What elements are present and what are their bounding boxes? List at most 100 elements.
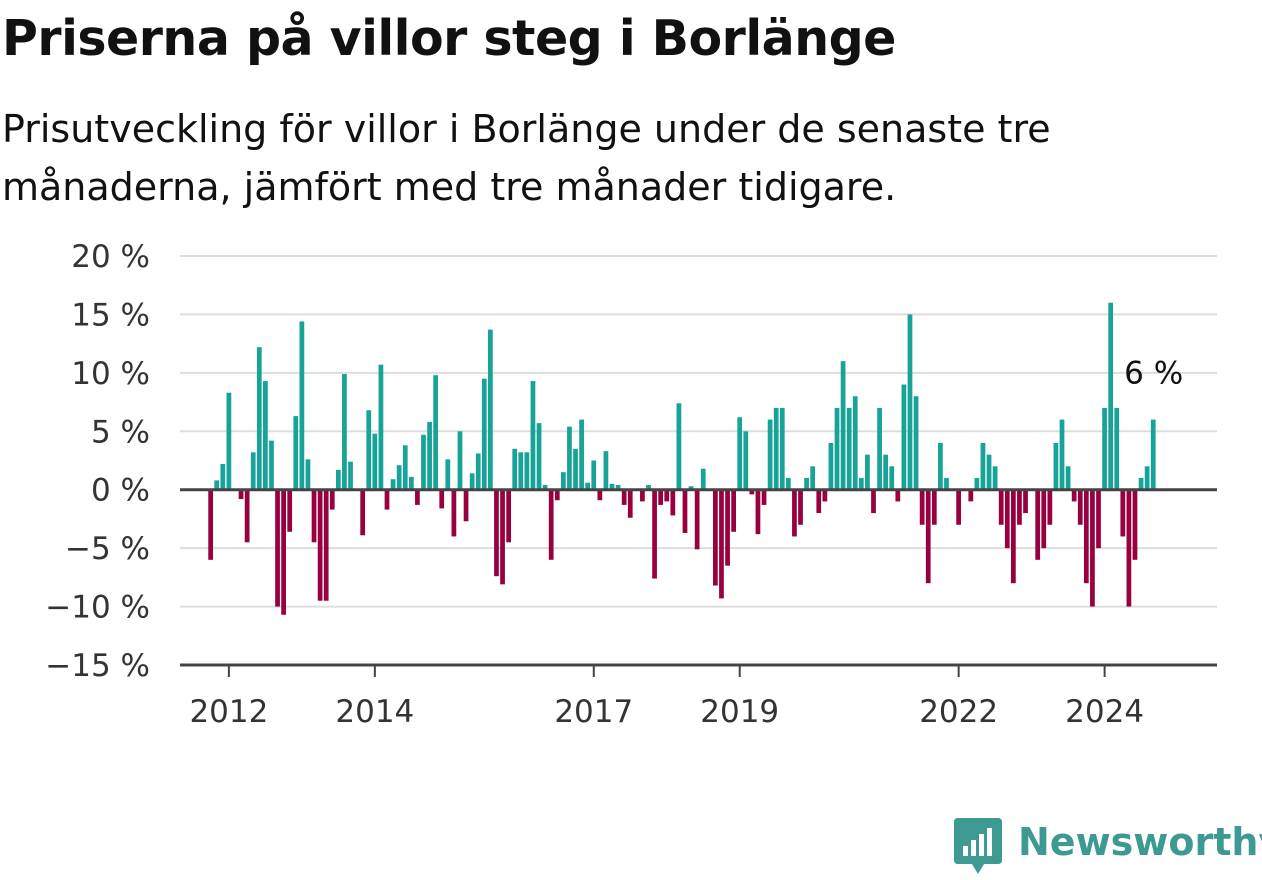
bar (494, 489, 499, 577)
bar (1023, 489, 1028, 514)
bar (785, 478, 791, 490)
bar (798, 489, 803, 525)
bar (518, 452, 524, 490)
bar (524, 452, 530, 490)
bar (658, 489, 664, 505)
bar (877, 407, 882, 490)
bar (792, 489, 797, 537)
bar (573, 448, 578, 490)
bar (463, 489, 469, 522)
x-axis-tick-labels: 2012 2014 2017 2019 2022 2024 (189, 665, 1144, 730)
bar (348, 461, 353, 490)
bar (238, 489, 244, 500)
bar (488, 329, 493, 490)
brand-name: Newsworthy (1018, 820, 1262, 864)
bar (402, 445, 408, 490)
bar (287, 489, 293, 532)
bar (852, 396, 858, 490)
bar (475, 453, 481, 490)
bar (305, 459, 311, 490)
bar (621, 489, 627, 505)
bar (865, 454, 870, 490)
y-tick-label: −10 % (45, 590, 150, 626)
bar (323, 489, 329, 601)
bar (591, 460, 597, 490)
bar (1017, 489, 1022, 525)
bar (293, 416, 299, 490)
bar (433, 375, 439, 490)
bar (1059, 419, 1065, 490)
bar (846, 407, 852, 490)
bar (901, 384, 907, 490)
bar (816, 489, 822, 514)
x-tick-label: 2012 (189, 694, 268, 730)
chart-title: Priserna på villor steg i Borlänge (2, 10, 896, 67)
bar (457, 431, 463, 490)
bar (269, 440, 274, 490)
y-tick-label: 5 % (91, 414, 150, 450)
bar (1071, 489, 1077, 502)
bar (725, 489, 730, 566)
bar (761, 489, 767, 505)
bar (220, 464, 226, 490)
bar (567, 426, 572, 490)
last-value-annotation: 6 % (1124, 356, 1183, 392)
bar (822, 489, 828, 502)
bar (451, 489, 457, 537)
bar (646, 485, 651, 490)
bar (548, 489, 554, 560)
bar (263, 381, 268, 490)
bar (682, 489, 688, 533)
x-tick-label: 2019 (700, 694, 779, 730)
bar (731, 489, 736, 532)
bar (919, 489, 925, 525)
bars (208, 302, 1156, 615)
bar (597, 489, 603, 501)
bar (700, 468, 706, 490)
bar (214, 480, 220, 490)
y-tick-label: 20 % (71, 239, 150, 275)
bar (421, 434, 426, 490)
bar (1065, 466, 1071, 490)
bar (560, 472, 566, 490)
bar (627, 489, 633, 518)
bar (554, 489, 560, 501)
bar (992, 466, 998, 490)
bar (208, 489, 214, 560)
x-tick-label: 2022 (919, 694, 998, 730)
bar (895, 489, 901, 502)
bar (998, 489, 1004, 525)
bar (415, 489, 420, 505)
bar (1126, 489, 1132, 607)
bar (779, 407, 785, 490)
bar (408, 476, 414, 490)
bar (469, 473, 475, 490)
bar (542, 485, 548, 490)
bar (925, 489, 931, 584)
bar (986, 454, 992, 490)
bar (335, 469, 341, 490)
bar (974, 478, 980, 490)
bar (1053, 442, 1059, 490)
bar (828, 442, 834, 490)
bar (858, 478, 864, 490)
bar (889, 466, 895, 490)
bar (1150, 419, 1156, 490)
bar (834, 407, 840, 490)
bar (676, 403, 682, 490)
bar (968, 489, 974, 502)
bar (907, 314, 913, 490)
bar (256, 347, 262, 490)
bar (384, 489, 390, 510)
bar (609, 483, 615, 490)
bar (1035, 489, 1041, 560)
bar (530, 381, 536, 490)
bar (767, 419, 773, 490)
bar (804, 478, 809, 490)
bar (1132, 489, 1138, 560)
bar (688, 486, 694, 490)
x-tick-label: 2024 (1065, 694, 1144, 730)
bar (1108, 302, 1114, 490)
bar (366, 410, 372, 490)
bar (579, 419, 584, 490)
